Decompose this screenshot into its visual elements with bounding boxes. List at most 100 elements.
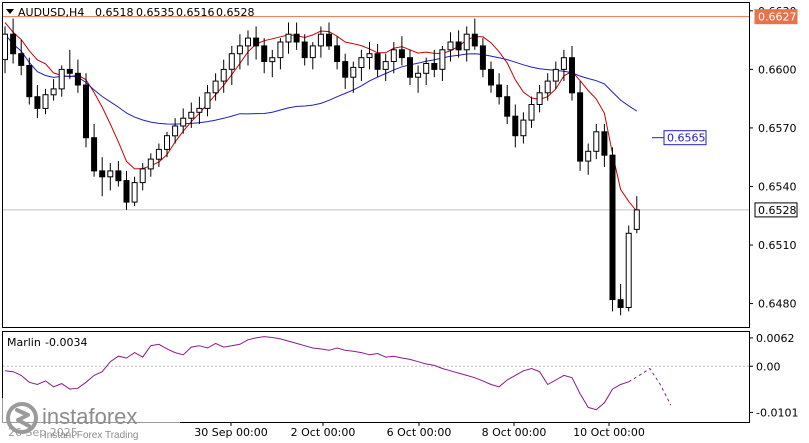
- candle-body: [585, 150, 592, 162]
- candle: [269, 49, 276, 78]
- candle: [609, 147, 616, 312]
- candle-body: [342, 61, 349, 78]
- candle: [407, 49, 413, 85]
- candle: [520, 112, 527, 144]
- candle-body: [293, 33, 300, 43]
- candle-body: [147, 158, 154, 170]
- price-tag-current: 0.6528: [754, 202, 798, 218]
- price-tag-box: [663, 130, 707, 146]
- candle-body: [91, 137, 98, 172]
- candle: [228, 45, 235, 85]
- candle-body: [398, 49, 405, 59]
- candle-body: [204, 92, 211, 109]
- candle: [350, 61, 357, 93]
- candle: [463, 26, 470, 62]
- candle-body: [496, 84, 503, 98]
- candle-body: [228, 53, 235, 70]
- candle: [479, 38, 486, 78]
- candle-body: [423, 63, 430, 74]
- candle-body: [334, 45, 341, 63]
- candle-body: [601, 131, 608, 156]
- candle-body: [58, 68, 65, 90]
- candle-body: [139, 168, 146, 184]
- watermark-tagline: Instant Forex Trading: [44, 430, 139, 441]
- price-tick-label: 0.6480: [758, 298, 797, 311]
- price-tick-label: 0.6570: [758, 122, 797, 135]
- moving-average-line: [4, 33, 638, 125]
- candle-body: [488, 68, 494, 86]
- candle-body: [42, 94, 49, 109]
- price-tick-label: 0.6540: [758, 181, 797, 194]
- price-tag-level: 0.6627: [754, 9, 798, 25]
- candle-body: [439, 49, 446, 70]
- price-tick-label: 0.6600: [758, 63, 797, 76]
- candle: [115, 161, 122, 187]
- candle: [91, 124, 98, 177]
- candle: [58, 65, 65, 97]
- candle-body: [155, 148, 162, 160]
- candle-body: [317, 33, 324, 47]
- oscillator-tick-label: -0.0101: [756, 406, 798, 419]
- candle-body: [536, 92, 543, 106]
- candle: [123, 170, 130, 210]
- candle: [552, 61, 559, 89]
- time-tick-label: 10 Oct 00:00: [573, 426, 645, 439]
- candle-body: [253, 37, 260, 47]
- candle-body: [560, 57, 567, 70]
- candle: [147, 153, 154, 177]
- candle: [593, 124, 600, 160]
- candle-body: [66, 68, 73, 74]
- candle-body: [34, 96, 41, 109]
- candle-body: [26, 65, 33, 98]
- candle: [625, 225, 632, 312]
- instaforex-watermark: instaforex Instant Forex Trading: [0, 398, 180, 443]
- candle: [633, 196, 640, 234]
- candle-body: [261, 45, 268, 63]
- candle: [544, 73, 551, 101]
- candle: [536, 84, 543, 113]
- candle: [253, 26, 260, 60]
- candle-body: [285, 33, 292, 43]
- candle: [439, 45, 446, 82]
- candle-body: [220, 68, 227, 82]
- oscillator-pane-frame: [2, 331, 750, 423]
- candle: [560, 49, 567, 82]
- candles-layer: [2, 18, 640, 316]
- candle-body: [99, 170, 106, 178]
- candle: [99, 157, 106, 197]
- candle: [42, 88, 49, 115]
- symbol-menu-triangle-icon[interactable]: [6, 9, 14, 14]
- candle-body: [390, 49, 397, 62]
- candle-body: [115, 170, 122, 182]
- candle: [585, 143, 592, 175]
- header-close: 0.6528: [216, 6, 255, 19]
- candle-body: [455, 41, 462, 51]
- candle-body: [236, 45, 243, 55]
- candle: [390, 42, 397, 74]
- candle-body: [245, 37, 251, 47]
- candle-body: [471, 33, 478, 47]
- price-tag-box: [754, 9, 798, 25]
- candle-body: [188, 111, 195, 119]
- header-open: 0.6518: [95, 6, 134, 19]
- oscillator-tick-label: 0.00: [756, 360, 781, 373]
- candle: [172, 118, 179, 144]
- candle: [423, 57, 430, 85]
- candle-body: [593, 131, 600, 152]
- candle: [50, 79, 57, 101]
- candle-body: [479, 45, 486, 70]
- candle-body: [366, 53, 373, 59]
- price-tag-text: 0.6528: [758, 204, 797, 217]
- candle: [577, 81, 584, 171]
- candle-body: [172, 125, 179, 137]
- candle-body: [2, 33, 8, 61]
- candle-body: [50, 88, 57, 96]
- candle: [220, 59, 227, 93]
- watermark-brand: instaforex: [42, 404, 137, 429]
- time-tick-label: 2 Oct 00:00: [291, 426, 356, 439]
- candle-body: [552, 68, 559, 82]
- candle: [617, 284, 624, 316]
- price-tag-box: [754, 202, 798, 218]
- candle: [415, 65, 422, 93]
